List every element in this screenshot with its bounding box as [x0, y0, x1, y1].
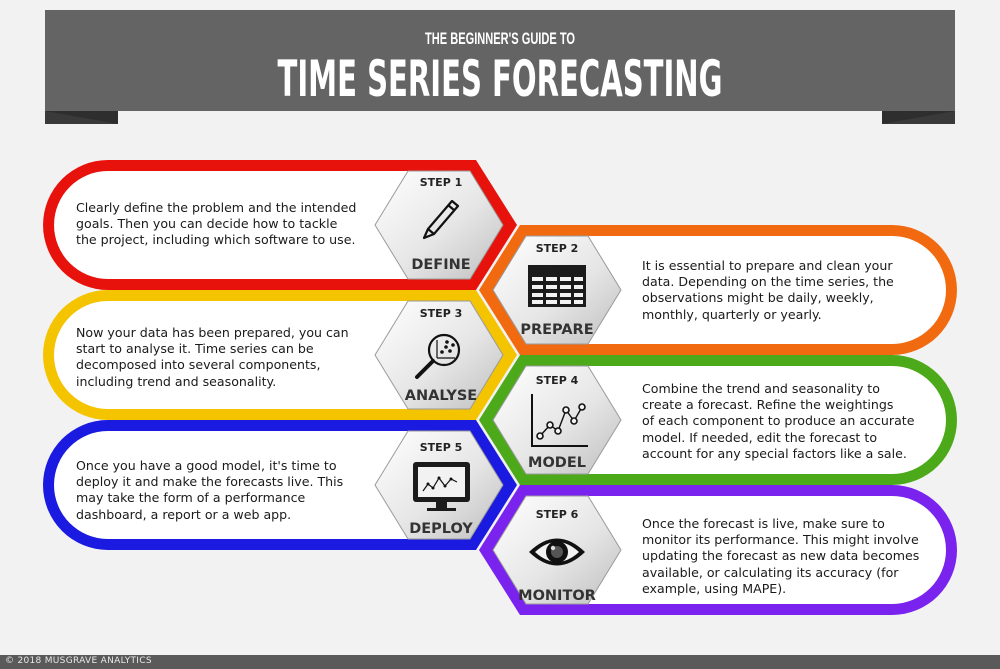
eye-icon [529, 538, 585, 566]
step-1-badge: STEP 1 DEFINE [374, 170, 504, 280]
step-1-description: Clearly define the problem and the inten… [76, 200, 357, 248]
title-banner: THE BEGINNER'S GUIDE TO TIME SERIES FORE… [45, 10, 955, 124]
step-1-label: STEP 1 [420, 176, 463, 189]
step-6-name: MONITOR [518, 588, 596, 604]
step-1-name: DEFINE [411, 257, 470, 273]
step-5-description: Once you have a good model, it's time to… [76, 458, 344, 522]
step-2-badge: STEP 2 PREPARE [492, 235, 622, 345]
copyright-text: © 2018 MUSGRAVE ANALYTICS [5, 656, 152, 666]
step-6-label: STEP 6 [536, 508, 579, 521]
step-2-name: PREPARE [520, 322, 593, 338]
step-5-badge: STEP 5 DEPLOY [374, 430, 504, 540]
step-3-description: Now your data has been prepared, you can… [76, 325, 349, 389]
step-4-label: STEP 4 [536, 374, 579, 387]
step-5-name: DEPLOY [409, 521, 473, 537]
pencil-icon [422, 199, 460, 240]
step-3-label: STEP 3 [420, 307, 463, 320]
step-6-badge: STEP 6 MONITOR [492, 495, 622, 605]
footer-bar: © 2018 MUSGRAVE ANALYTICS [0, 655, 1000, 669]
step-4-badge: STEP 4 MODEL [492, 365, 622, 475]
step-5-label: STEP 5 [420, 441, 463, 454]
step-3-name: ANALYSE [405, 388, 477, 404]
step-4-description: Combine the trend and seasonality to cre… [642, 381, 915, 461]
monitor-icon [413, 462, 470, 511]
line-chart-icon [531, 394, 588, 447]
magnifier-scatter-icon [415, 333, 461, 379]
step-2-description: It is essential to prepare and clean you… [642, 258, 894, 322]
step-6-description: Once the forecast is live, make sure to … [642, 516, 920, 596]
step-3-badge: STEP 3 ANALYSE [374, 300, 504, 410]
banner-title: TIME SERIES FORECASTING [278, 50, 723, 108]
step-2-label: STEP 2 [536, 242, 579, 255]
banner-subtitle: THE BEGINNER'S GUIDE TO [425, 29, 575, 48]
step-4-name: MODEL [528, 455, 586, 471]
spreadsheet-icon [528, 265, 586, 307]
